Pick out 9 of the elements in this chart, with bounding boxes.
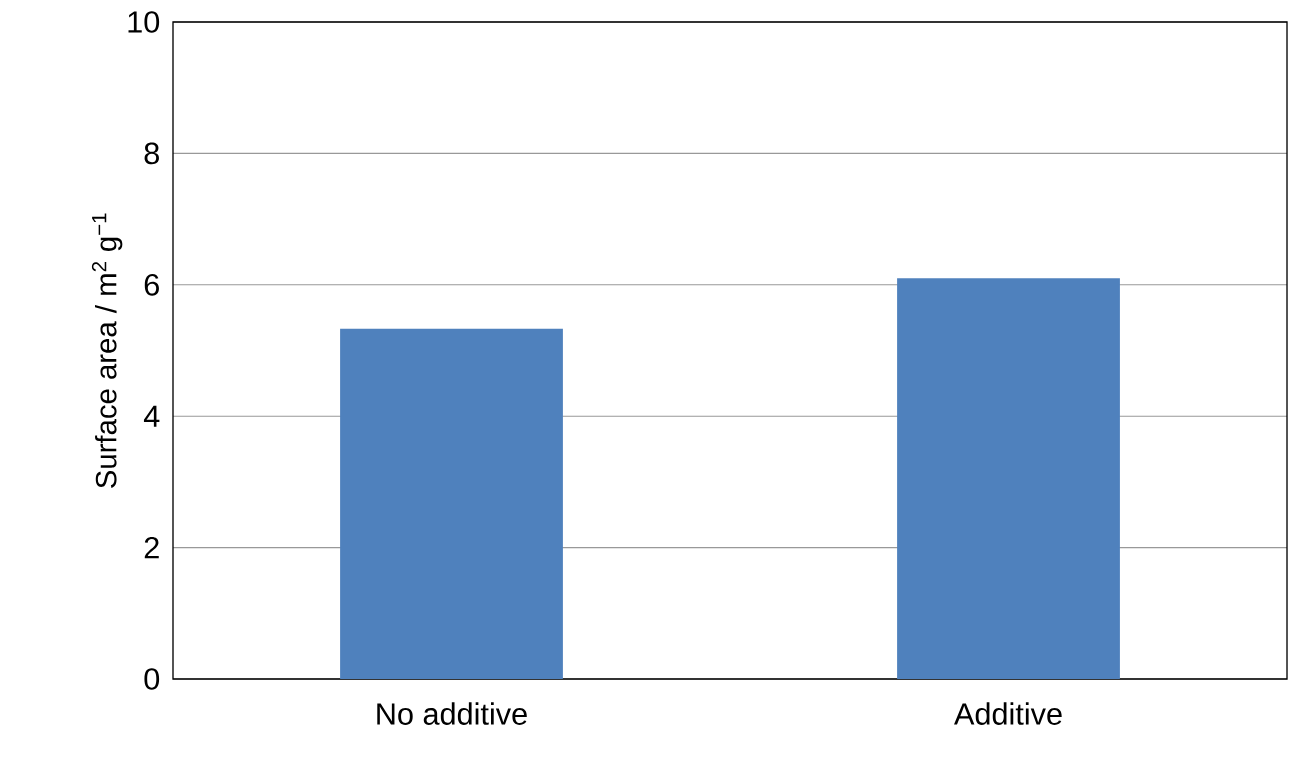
y-tick-label: 0 <box>144 668 160 690</box>
y-tick-label: 8 <box>144 142 159 165</box>
x-tick-label: No additive <box>377 702 527 725</box>
y-tick-label: 2 <box>144 536 159 559</box>
y-tick-label: 10 <box>128 11 160 33</box>
y-tick-label: 4 <box>143 405 160 427</box>
y-axis-title: Surface area / m$^{2}$ g$^{−1}$ <box>91 213 123 488</box>
x-tick-label: Additive <box>954 702 1062 725</box>
y-tick-label: 6 <box>144 273 159 296</box>
